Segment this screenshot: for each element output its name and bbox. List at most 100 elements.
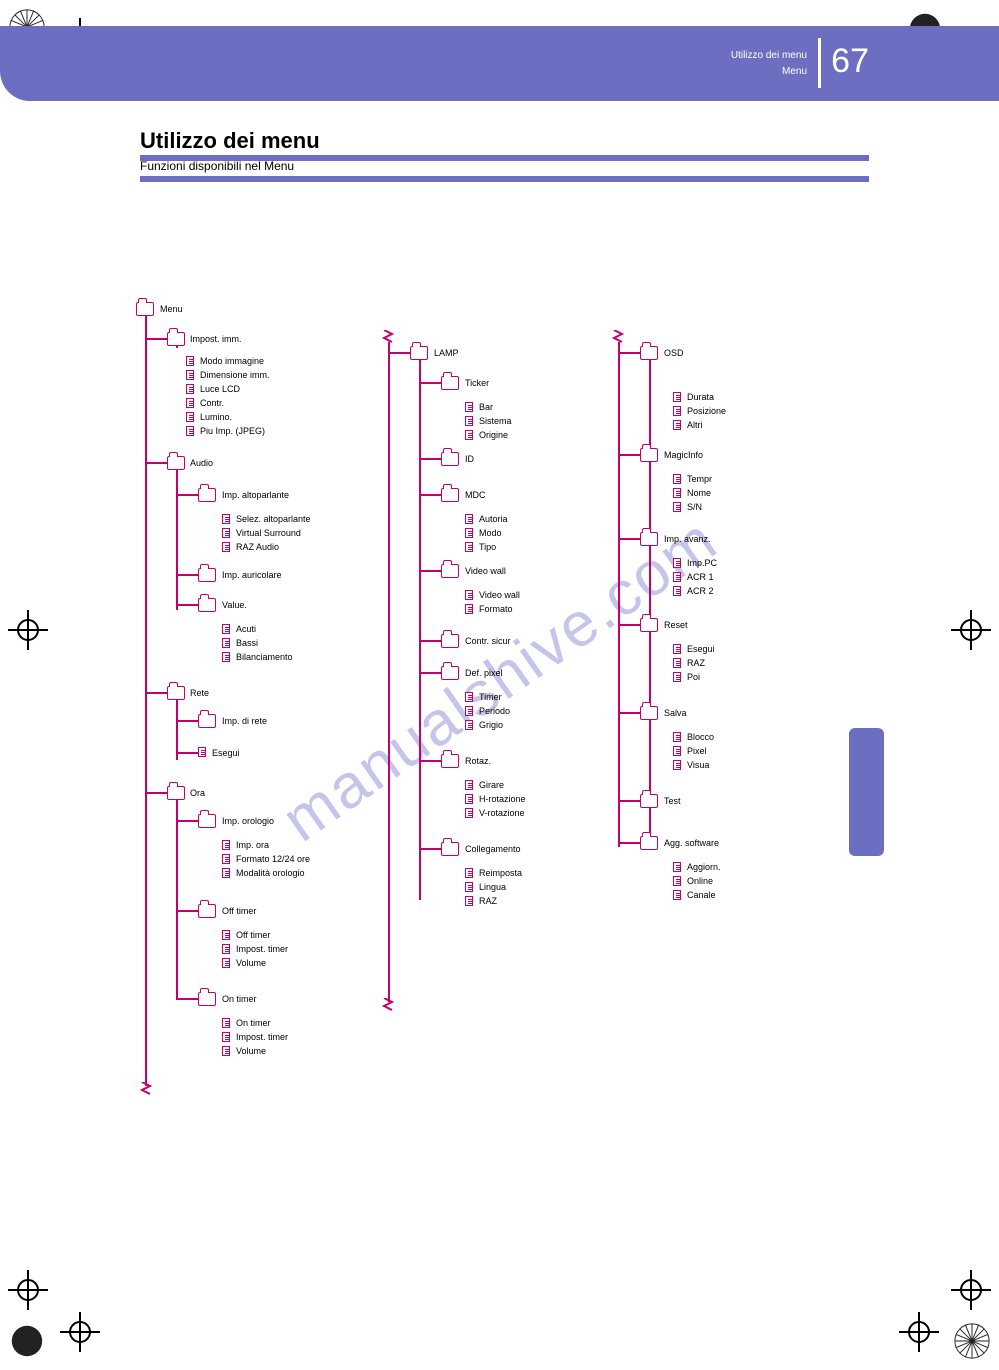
folder-icon — [640, 836, 658, 850]
file-icon — [222, 958, 230, 968]
header-subtitle-2: Menu — [782, 66, 807, 77]
registration-mark-icon — [8, 610, 48, 650]
folder-icon — [198, 488, 216, 502]
tree-folder-label: Imp. orologio — [222, 816, 274, 826]
tree-item-label: H-rotazione — [479, 794, 526, 804]
tree-item-label: Formato 12/24 ore — [236, 854, 310, 864]
tree-item-label: Volume — [236, 1046, 266, 1056]
tree-item-label: Girare — [479, 780, 504, 790]
file-icon — [186, 356, 194, 366]
tree-item-label: Altri — [687, 420, 703, 430]
folder-icon — [640, 448, 658, 462]
folder-icon — [441, 634, 459, 648]
tree-item-label: Impost. timer — [236, 944, 288, 954]
file-icon — [465, 416, 473, 426]
tree-folder-label: On timer — [222, 994, 257, 1004]
tree-folder-label: Reset — [664, 620, 688, 630]
file-icon — [673, 876, 681, 886]
file-icon — [465, 868, 473, 878]
file-icon — [222, 542, 230, 552]
folder-icon — [167, 332, 185, 346]
tree-item-label: Visua — [687, 760, 709, 770]
file-icon — [222, 514, 230, 524]
folder-icon — [640, 532, 658, 546]
file-icon — [673, 658, 681, 668]
tree-item-label: Virtual Surround — [236, 528, 301, 538]
tree-folder-label: Ora — [190, 788, 205, 798]
folder-icon — [167, 456, 185, 470]
tree-item-label: Periodo — [479, 706, 510, 716]
tree-folder-label: Imp. avanz. — [664, 534, 711, 544]
file-icon — [673, 392, 681, 402]
file-icon — [465, 542, 473, 552]
folder-icon — [441, 754, 459, 768]
file-icon — [465, 896, 473, 906]
folder-icon — [441, 666, 459, 680]
tree-item-label: Origine — [479, 430, 508, 440]
folder-icon — [640, 794, 658, 808]
header-divider — [818, 38, 821, 88]
tree-item-label: Online — [687, 876, 713, 886]
tree-folder-label: Contr. sicur — [465, 636, 511, 646]
registration-mark-icon — [951, 1270, 991, 1310]
tree-item-label: Dimensione imm. — [200, 370, 270, 380]
tree-item-label: Lingua — [479, 882, 506, 892]
file-icon — [465, 590, 473, 600]
tree-item-label: Imp.PC — [687, 558, 717, 568]
file-icon — [222, 1046, 230, 1056]
folder-icon — [167, 686, 185, 700]
tree-folder-label: Impost. imm. — [190, 334, 242, 344]
tree-item-label: RAZ Audio — [236, 542, 279, 552]
tree-folder-label: Imp. di rete — [222, 716, 267, 726]
tree-item-label: Modalità orologio — [236, 868, 305, 878]
tree-item-label: Piu Imp. (JPEG) — [200, 426, 265, 436]
file-icon — [673, 672, 681, 682]
tree-item-label: On timer — [236, 1018, 271, 1028]
file-icon — [465, 692, 473, 702]
file-icon — [186, 370, 194, 380]
file-icon — [673, 644, 681, 654]
tree-item-label: Formato — [479, 604, 513, 614]
file-icon — [673, 572, 681, 582]
file-icon — [673, 732, 681, 742]
tree-item-label: Esegui — [212, 748, 240, 758]
tree-item-label: Timer — [479, 692, 502, 702]
file-icon — [673, 746, 681, 756]
file-icon — [465, 720, 473, 730]
file-icon — [465, 808, 473, 818]
tree-item-label: Imp. ora — [236, 840, 269, 850]
registration-mark-icon — [8, 1270, 48, 1310]
folder-icon — [640, 346, 658, 360]
tree-folder-label: Def. pixel — [465, 668, 503, 678]
tree-item-label: Off timer — [236, 930, 270, 940]
file-icon — [222, 868, 230, 878]
tree-item-label: Bilanciamento — [236, 652, 293, 662]
registration-mark-icon — [60, 1312, 100, 1352]
folder-icon — [198, 598, 216, 612]
file-icon — [186, 412, 194, 422]
tree-item-label: Tempr — [687, 474, 712, 484]
file-icon — [673, 890, 681, 900]
folder-icon — [410, 346, 428, 360]
tree-item-label: Selez. altoparlante — [236, 514, 311, 524]
file-icon — [465, 706, 473, 716]
tree-folder-label: ID — [465, 454, 474, 464]
subtitle-rule — [140, 176, 869, 182]
file-icon — [673, 502, 681, 512]
tree-item-label: Posizione — [687, 406, 726, 416]
tree-folder-label: Test — [664, 796, 681, 806]
tree-item-label: Grigio — [479, 720, 503, 730]
folder-icon — [441, 842, 459, 856]
folder-icon — [198, 814, 216, 828]
file-icon — [673, 474, 681, 484]
file-icon — [673, 760, 681, 770]
file-icon — [465, 882, 473, 892]
file-icon — [222, 840, 230, 850]
file-icon — [198, 747, 206, 757]
folder-icon — [441, 376, 459, 390]
section-title: Utilizzo dei menu — [140, 128, 320, 154]
folder-icon — [198, 992, 216, 1006]
file-icon — [222, 624, 230, 634]
file-icon — [673, 420, 681, 430]
tree-item-label: Reimposta — [479, 868, 522, 878]
